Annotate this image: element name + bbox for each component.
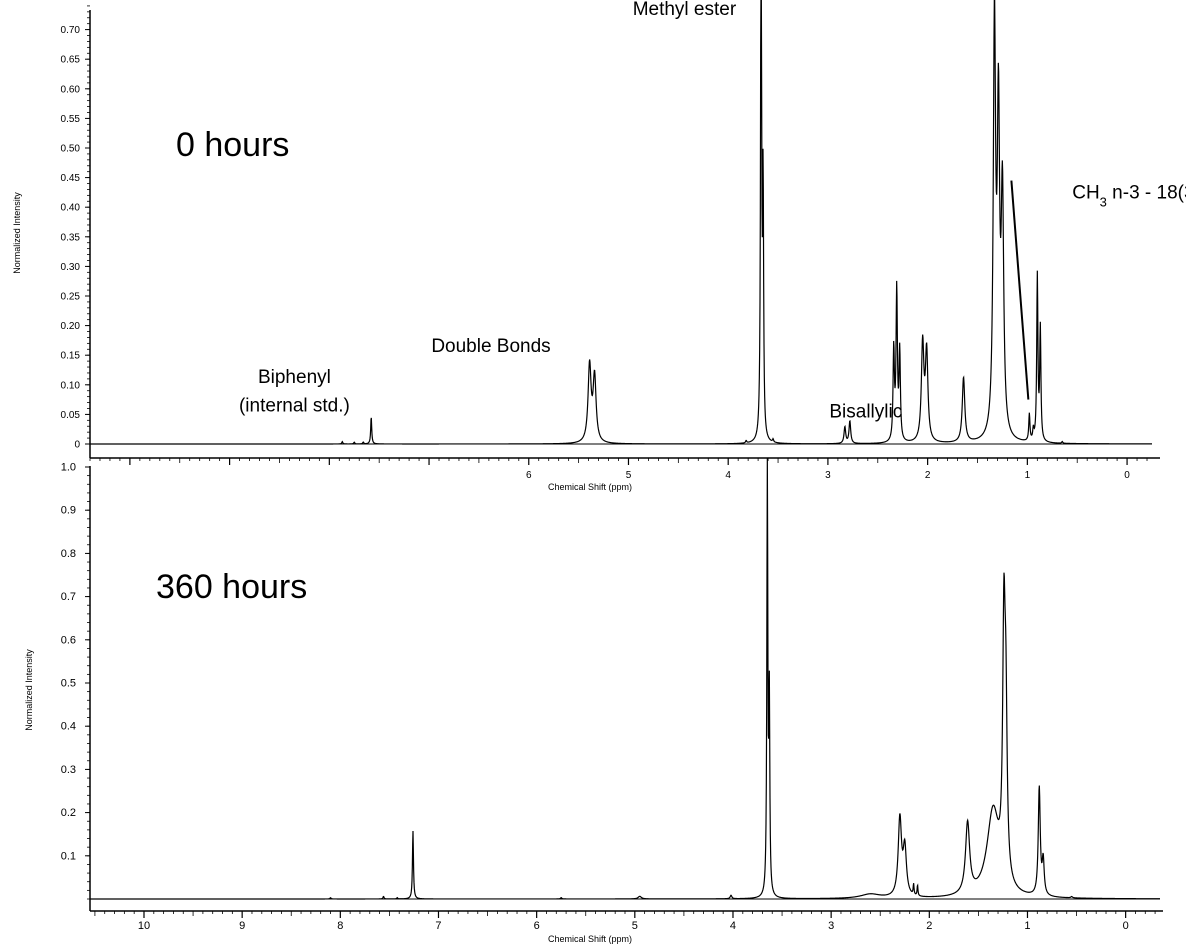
y-tick-label: 0.40 <box>61 203 81 214</box>
y-tick-label: 0.8 <box>61 548 76 560</box>
y-tick-label: 0.9 <box>61 505 76 517</box>
x-tick-label: 3 <box>825 470 831 481</box>
x-ticks-top: 6 5 4 3 2 1 0 <box>89 458 1148 481</box>
y-tick-label: 0.20 <box>61 321 81 332</box>
y-tick-label: 0.25 <box>61 292 81 303</box>
y-tick-label: 0.65 <box>61 55 81 66</box>
x-tick-label: 7 <box>435 920 441 932</box>
y-tick-label: 0.70 <box>61 25 81 36</box>
x-tick-label: 10 <box>138 920 150 932</box>
y-tick-label: 0.10 <box>61 380 81 391</box>
y-tick-label: 0.4 <box>61 721 76 733</box>
annotation-subscript: 3 <box>1100 194 1107 209</box>
annotation-label: CH3 n-3 - 18(3) <box>1072 182 1186 209</box>
y-tick-label: 0.3 <box>61 764 76 776</box>
panel-label-0-hours: 0 hours <box>176 126 289 164</box>
y-tick-label: 0.5 <box>61 678 76 690</box>
x-tick-label: 1 <box>1024 920 1030 932</box>
panel-label-360-hours: 360 hours <box>156 568 307 606</box>
y-tick-label: 0.60 <box>61 84 81 95</box>
x-tick-label: 0 <box>1124 470 1130 481</box>
y-tick-label: 0.35 <box>61 232 81 243</box>
x-tick-label: 4 <box>730 920 736 932</box>
y-ticks-bottom: 0.1 0.2 0.3 0.4 0.5 0.6 0.7 0.8 0.9 1.0 <box>61 462 90 900</box>
y-tick-label: 0.6 <box>61 634 76 646</box>
annotation-label: Methyl ester <box>633 0 737 20</box>
x-tick-label: 5 <box>632 920 638 932</box>
x-tick-label: 5 <box>626 470 632 481</box>
annotation-label: Double Bonds <box>431 336 550 357</box>
y-tick-label: 0.30 <box>61 262 81 273</box>
y-tick-label: 0.1 <box>61 850 76 862</box>
y-ticks-top: 0 0.05 0.10 0.15 0.20 0.25 0.30 0.35 0.40 0.45 0.5… <box>61 5 90 451</box>
y-tick-label: 0.05 <box>61 410 81 421</box>
annotation-label: Biphenyl <box>258 367 331 388</box>
y-tick-label: 0.50 <box>61 144 81 155</box>
annotation-text-part: CH <box>1072 182 1099 203</box>
spectrum-panel-0-hours: 0 0.05 0.10 0.15 0.20 0.25 0.30 0.35 0.40 0.45 0.5… <box>12 0 1186 492</box>
x-ticks-bottom: 10 9 8 7 6 5 4 3 2 1 0 <box>94 911 1156 932</box>
y-tick-label: 0.55 <box>61 114 81 125</box>
annotation-label: Bisallylic <box>829 401 902 422</box>
y-tick-label: 0.7 <box>61 591 76 603</box>
y-tick-label: 0.15 <box>61 351 81 362</box>
x-tick-label: 8 <box>337 920 343 932</box>
x-tick-label: 6 <box>526 470 532 481</box>
x-axis-label-top: Chemical Shift (ppm) <box>548 482 632 492</box>
annotations-top: Methyl ester Double Bonds Biphenyl (interna… <box>239 0 1186 422</box>
x-tick-label: 2 <box>925 470 931 481</box>
x-tick-label: 1 <box>1025 470 1031 481</box>
spectrum-panel-360-hours: 0.10.20.30.40.50.60.70.80.91.0 10 9 8 7 6 5 4 3… <box>24 458 1163 944</box>
x-tick-label: 4 <box>725 470 731 481</box>
annotation-text-part: n-3 - 18(3) <box>1107 182 1186 203</box>
y-axis-label-top: Normalized Intensity <box>12 192 22 274</box>
spectrum-line-0-hours <box>90 0 1152 445</box>
annotation-label: (internal std.) <box>239 395 350 416</box>
x-tick-label: 0 <box>1123 920 1129 932</box>
x-axis-label-bottom: Chemical Shift (ppm) <box>548 934 632 944</box>
x-tick-label: 2 <box>926 920 932 932</box>
y-tick-label: 0.45 <box>61 173 81 184</box>
x-tick-label: 3 <box>828 920 834 932</box>
spectrum-line-360-hours <box>90 458 1161 900</box>
y-axis-label-bottom: Normalized Intensity <box>24 649 34 731</box>
x-tick-label: 6 <box>534 920 540 932</box>
x-tick-label: 9 <box>239 920 245 932</box>
y-tick-label: 0 <box>74 440 80 451</box>
annotation-pointer-line <box>1010 180 1030 400</box>
y-tick-label: 1.0 <box>61 462 76 474</box>
y-tick-label: 0.2 <box>61 807 76 819</box>
